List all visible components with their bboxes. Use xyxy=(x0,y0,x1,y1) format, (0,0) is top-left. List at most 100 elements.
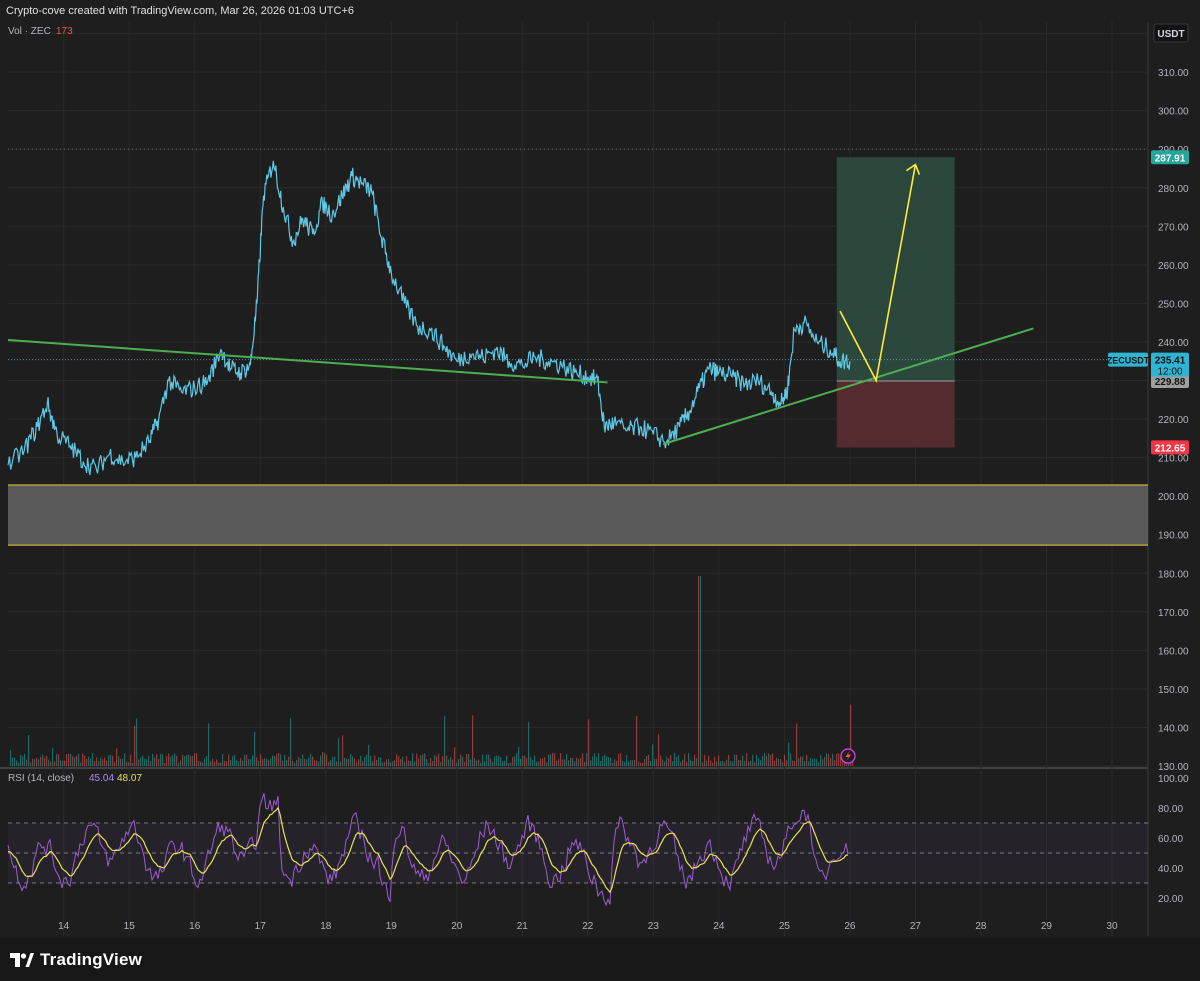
volume-bar xyxy=(144,758,146,766)
price-chart[interactable]: 130.00 140.00 150.00 160.00 170.00 180.00 190.… xyxy=(0,0,1200,938)
rsi-ma-line xyxy=(7,806,849,894)
volume-bar xyxy=(694,754,696,766)
volume-bar xyxy=(664,761,666,766)
volume-bar xyxy=(322,752,324,766)
volume-bar xyxy=(406,756,408,766)
volume-bar xyxy=(626,755,628,766)
price-series xyxy=(7,160,851,476)
volume-bar xyxy=(210,761,212,766)
volume-bar xyxy=(436,756,438,766)
volume-bar xyxy=(56,753,58,766)
volume-bar xyxy=(62,760,64,766)
volume-bar xyxy=(92,753,94,766)
volume-bar xyxy=(76,755,78,766)
volume-bar xyxy=(780,759,782,766)
volume-bar xyxy=(658,733,660,766)
volume-bar xyxy=(208,723,210,766)
volume-bar xyxy=(688,753,690,766)
volume-bar xyxy=(82,753,84,766)
rsi-pane xyxy=(7,793,1148,907)
volume-bar xyxy=(260,754,262,766)
volume-bar xyxy=(108,755,110,766)
time-tick-label: 26 xyxy=(844,921,856,932)
volume-bar xyxy=(420,755,422,766)
volume-bar xyxy=(748,761,750,766)
volume-bar xyxy=(312,756,314,766)
volume-bar xyxy=(178,762,180,766)
volume-bar xyxy=(46,755,48,766)
time-tick-label: 19 xyxy=(386,921,398,932)
volume-bar xyxy=(452,759,454,766)
price-line xyxy=(7,160,851,476)
volume-bar xyxy=(668,758,670,766)
volume-bar xyxy=(38,759,40,766)
volume-bar xyxy=(340,761,342,766)
volume-bar xyxy=(112,755,114,766)
volume-bar xyxy=(350,753,352,766)
volume-bar xyxy=(320,755,322,766)
volume-bar xyxy=(160,754,162,766)
volume-bar xyxy=(412,753,414,766)
volume-bar xyxy=(142,755,144,766)
volume-bar xyxy=(616,761,618,766)
volume-bar xyxy=(268,760,270,766)
volume-bar xyxy=(812,758,814,766)
volume-bar xyxy=(284,754,286,766)
volume-bar xyxy=(790,753,792,766)
volume-bar xyxy=(810,758,812,766)
volume-bar xyxy=(94,761,96,766)
volume-bar xyxy=(304,758,306,766)
volume-bar xyxy=(150,760,152,766)
volume-bar xyxy=(360,755,362,766)
volume-bar xyxy=(180,760,182,766)
volume-bar xyxy=(830,758,832,766)
volume-bar xyxy=(554,753,556,766)
volume-bars xyxy=(10,576,854,766)
volume-bar xyxy=(588,719,590,766)
volume-bar xyxy=(346,758,348,766)
volume-bar xyxy=(814,758,816,766)
volume-bar xyxy=(334,756,336,766)
price-tick-label: 240.00 xyxy=(1158,338,1189,349)
volume-bar xyxy=(330,760,332,766)
volume-bar xyxy=(188,754,190,766)
volume-bar xyxy=(438,753,440,766)
volume-bar xyxy=(504,760,506,766)
volume-bar xyxy=(678,755,680,766)
volume-bar xyxy=(36,757,38,766)
price-tick-label: 300.00 xyxy=(1158,107,1189,118)
volume-bar xyxy=(650,761,652,766)
time-tick-label: 21 xyxy=(517,921,529,932)
lightning-icon[interactable] xyxy=(840,748,856,764)
currency-tag[interactable]: USDT xyxy=(1153,23,1189,43)
volume-bar xyxy=(698,576,700,766)
volume-bar xyxy=(622,760,624,766)
volume-bar xyxy=(402,756,404,766)
tradingview-logo[interactable]: TradingView xyxy=(10,950,142,970)
volume-bar xyxy=(560,753,562,766)
volume-bar xyxy=(730,761,732,766)
volume-bar xyxy=(488,754,490,766)
volume-bar xyxy=(148,755,150,766)
volume-bar xyxy=(384,762,386,766)
volume-bar xyxy=(262,759,264,766)
volume-bar xyxy=(344,757,346,766)
volume-bar xyxy=(686,761,688,766)
price-tick-label: 200.00 xyxy=(1158,492,1189,503)
volume-bar xyxy=(522,755,524,766)
volume-bar xyxy=(660,755,662,766)
volume-bar xyxy=(444,716,446,766)
volume-bar xyxy=(704,754,706,766)
volume-bar xyxy=(348,758,350,766)
volume-bar xyxy=(510,762,512,766)
volume-bar xyxy=(806,755,808,766)
volume-bar xyxy=(342,735,344,766)
volume-bar xyxy=(826,753,828,766)
volume-bar xyxy=(462,756,464,766)
volume-bar xyxy=(832,753,834,766)
volume-bar xyxy=(324,753,326,766)
volume-bar xyxy=(90,758,92,766)
volume-bar xyxy=(528,722,530,766)
volume-bar xyxy=(538,761,540,766)
volume-bar xyxy=(804,761,806,766)
